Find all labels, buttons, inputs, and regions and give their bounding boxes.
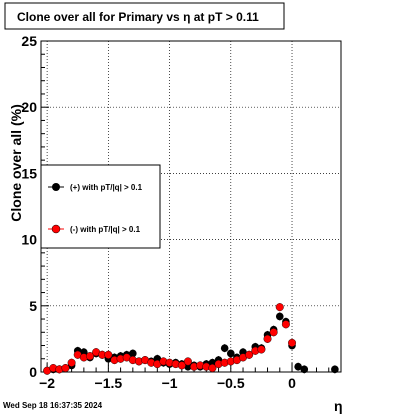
legend-marker-plus	[52, 183, 60, 191]
y-tick-label-5: 25	[21, 33, 37, 49]
data-point	[67, 358, 76, 367]
timestamp: Wed Sep 18 16:37:35 2024	[3, 401, 103, 410]
y-tick-label-1: 5	[29, 298, 37, 314]
data-point	[61, 364, 70, 373]
data-point	[104, 350, 113, 359]
x-tick-label-4: 0	[288, 375, 296, 391]
x-tick-label-1: −1.5	[95, 375, 123, 391]
x-tick-label-2: −1	[162, 375, 178, 391]
data-point	[226, 349, 235, 358]
data-series	[43, 303, 339, 375]
data-point	[294, 362, 302, 371]
data-point	[331, 365, 339, 374]
series-1	[43, 303, 297, 375]
chart-title: Clone over all for Primary vs η at pT > …	[17, 10, 259, 24]
title-box: Clone over all for Primary vs η at pT > …	[4, 2, 285, 30]
title-frame	[4, 2, 285, 30]
data-point	[257, 345, 266, 354]
data-point	[245, 350, 254, 359]
y-tick-label-2: 10	[21, 232, 37, 248]
data-point	[85, 352, 94, 361]
data-point	[208, 364, 217, 373]
data-point	[220, 344, 229, 352]
y-tick-label-4: 20	[21, 99, 37, 115]
legend-entry-plus: (+) with pT/|q| > 0.1	[48, 183, 143, 192]
data-point	[281, 320, 290, 329]
legend-frame	[40, 164, 161, 249]
legend: (+) with pT/|q| > 0.1 (-) with pT/|q| > …	[40, 164, 161, 249]
data-point	[275, 312, 284, 321]
legend-label-minus: (-) with pT/|q| > 0.1	[70, 225, 141, 234]
x-tick-label-3: −0.5	[217, 375, 245, 391]
data-point	[177, 361, 186, 370]
legend-label-plus: (+) with pT/|q| > 0.1	[70, 183, 143, 192]
y-axis-title: Clone over all (%)	[8, 104, 24, 221]
data-point	[183, 357, 192, 366]
data-point	[275, 303, 284, 312]
data-point	[300, 365, 309, 374]
data-point	[269, 328, 278, 337]
data-point	[263, 334, 272, 343]
x-tick-label-0: −2	[39, 375, 55, 391]
legend-entry-minus: (-) with pT/|q| > 0.1	[48, 224, 141, 234]
y-tick-label-3: 15	[21, 165, 37, 181]
x-axis-title: η	[334, 398, 343, 414]
data-point	[288, 338, 297, 347]
data-point	[129, 349, 137, 358]
legend-marker-minus	[51, 224, 61, 234]
y-tick-label-0: 0	[29, 364, 37, 380]
